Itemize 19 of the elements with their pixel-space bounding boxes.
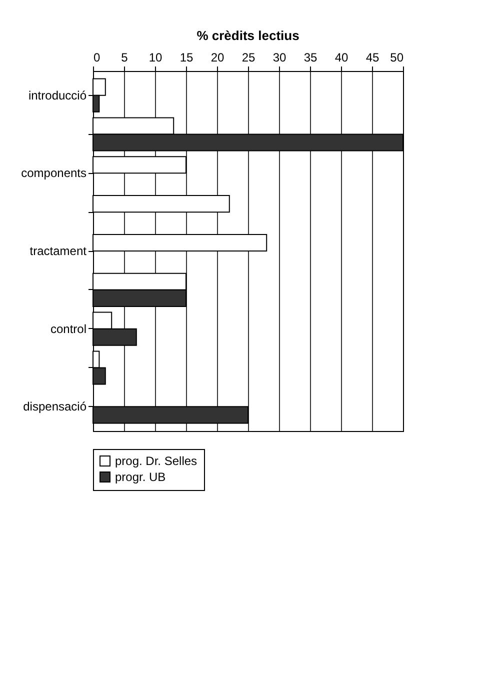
x-tick-label: 30 (272, 50, 286, 64)
y-tick-label: introducció (28, 88, 87, 102)
x-tick-label: 25 (242, 50, 256, 64)
legend-label: progr. UB (115, 470, 166, 484)
x-tick-label: 15 (180, 50, 194, 64)
x-tick-label: 50 (390, 50, 404, 64)
y-tick-label: dispensació (23, 400, 87, 414)
x-tick-label: 35 (304, 50, 318, 64)
x-tick-label: 40 (334, 50, 348, 64)
x-tick-label: 0 (94, 50, 100, 64)
x-tick-label: 20 (210, 50, 224, 64)
y-tick-label: tractament (30, 244, 88, 258)
x-tick-label: 5 (121, 50, 128, 64)
chart-title: % crèdits lectius (196, 28, 300, 43)
x-tick-label: 45 (366, 50, 380, 64)
y-tick-label: components (21, 166, 86, 180)
x-tick-label: 10 (148, 50, 162, 64)
legend-label: prog. Dr. Selles (115, 454, 198, 468)
y-tick-label: control (50, 322, 86, 336)
